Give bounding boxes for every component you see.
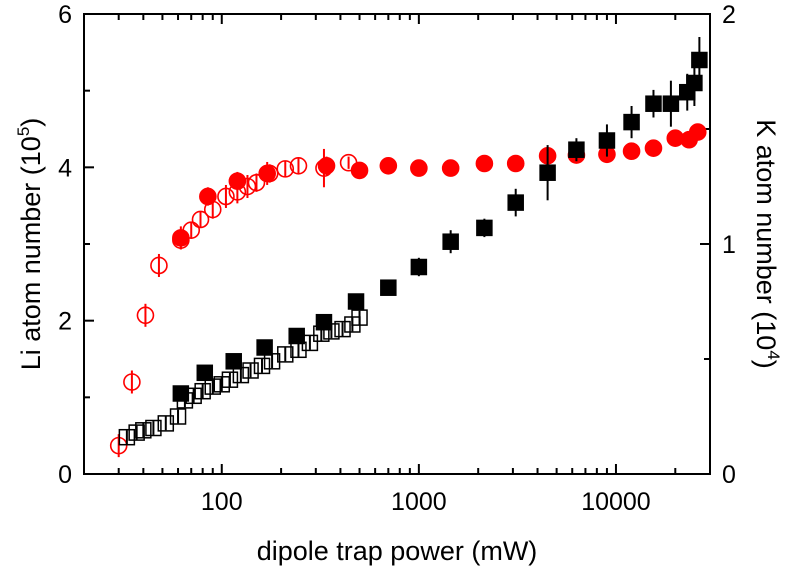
data-point (686, 74, 703, 92)
series-4 (118, 309, 368, 446)
data-point (622, 142, 641, 161)
data-point (145, 419, 162, 437)
data-point (194, 382, 211, 400)
x-tick-label: 10000 (581, 488, 651, 516)
series-1 (109, 148, 358, 458)
x-tick-label: 1000 (391, 488, 447, 516)
data-point (598, 132, 616, 149)
left-axis-title: Li atom number (105) (14, 118, 46, 371)
left-y-tick-label: 4 (58, 154, 72, 182)
left-y-tick-label: 2 (58, 308, 72, 336)
right-y-tick-label: 1 (722, 231, 736, 259)
data-point (123, 373, 141, 391)
data-point (323, 323, 340, 340)
data-point (276, 160, 295, 178)
data-point (185, 387, 202, 405)
data-point (441, 159, 460, 177)
data-point (277, 346, 294, 363)
data-point (351, 309, 368, 326)
data-point (217, 187, 235, 206)
data-point (169, 408, 187, 425)
data-point (476, 219, 493, 237)
data-point (228, 172, 247, 190)
data-point (688, 123, 707, 141)
data-point (253, 357, 271, 375)
data-point (150, 256, 168, 275)
data-point (232, 366, 250, 384)
data-point (242, 362, 259, 379)
data-marks (109, 37, 708, 458)
data-point (347, 293, 365, 310)
data-point (172, 229, 190, 247)
series-2 (172, 123, 707, 250)
data-point (539, 164, 556, 181)
data-point (204, 378, 221, 395)
data-point (410, 258, 428, 276)
data-point (176, 392, 194, 409)
right-axis-title: K atom number (104) (751, 119, 783, 369)
data-point (258, 164, 276, 183)
data-point (301, 334, 319, 352)
left-y-tick-label: 0 (58, 461, 72, 489)
data-point (507, 194, 524, 211)
data-point (199, 187, 217, 206)
ticks (83, 13, 711, 475)
data-point (410, 159, 428, 177)
data-point (350, 161, 369, 180)
data-point (221, 371, 239, 388)
tick-labels: 100 1000 10000 0 2 4 6 0 1 2 (58, 1, 736, 516)
data-point (623, 113, 640, 131)
data-point (442, 233, 459, 250)
data-point (317, 157, 336, 175)
data-point (379, 157, 398, 175)
right-y-tick-label: 2 (722, 1, 736, 29)
data-point (289, 157, 308, 175)
data-point (136, 306, 155, 325)
data-point (196, 364, 214, 382)
right-y-tick-label: 0 (722, 461, 736, 489)
data-point (135, 422, 152, 439)
data-point (691, 51, 708, 69)
data-point (645, 95, 662, 112)
data-point (247, 173, 266, 192)
data-point (334, 320, 351, 338)
left-y-tick-label: 6 (58, 1, 72, 29)
data-point (568, 141, 585, 158)
data-point (662, 95, 680, 112)
data-point (506, 154, 525, 173)
data-point (644, 139, 663, 157)
data-point (313, 325, 330, 342)
data-point (256, 339, 273, 356)
x-tick-label: 100 (201, 488, 243, 516)
data-point (225, 353, 242, 370)
x-axis-title: dipole trap power (mW) (257, 536, 538, 566)
data-point (191, 210, 210, 229)
data-point (475, 154, 494, 173)
data-point (118, 428, 136, 446)
series-3 (172, 37, 708, 402)
data-point (380, 279, 397, 296)
